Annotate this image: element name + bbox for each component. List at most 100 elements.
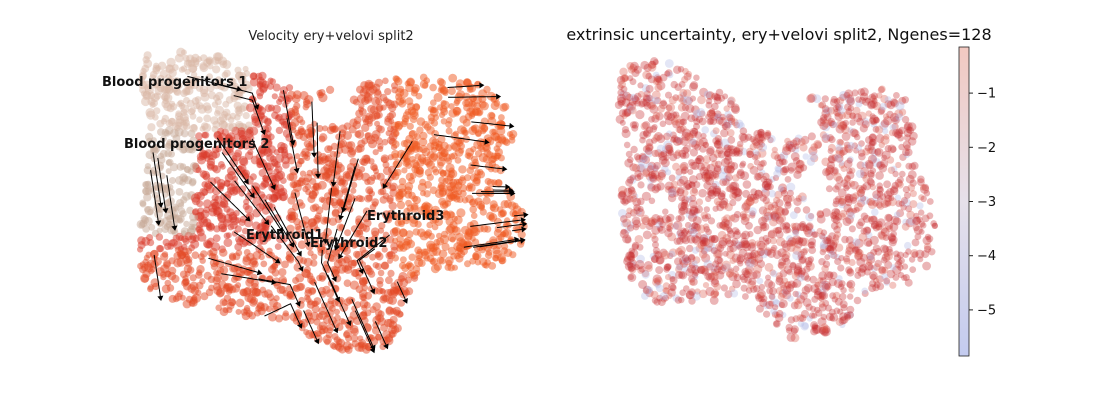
cell-point [676,237,684,245]
cell-point [651,124,658,130]
cell-point [475,150,483,158]
cell-point [304,154,311,161]
cell-point [235,249,243,257]
cell-point [179,294,186,301]
cell-point [242,203,250,210]
cell-point [342,171,351,179]
cell-point [279,90,288,99]
cell-point [884,213,893,222]
cell-point [453,192,461,200]
cell-point [630,145,638,154]
cell-point [794,298,801,305]
cell-point [223,232,231,240]
cell-point [174,246,181,254]
cell-point [223,294,232,302]
cell-point [721,223,728,230]
cell-point [872,244,881,253]
stream-arrowhead [298,266,304,272]
cell-point [459,115,468,124]
streamline [157,157,166,209]
streamline [340,210,368,256]
cell-point [436,157,446,167]
right-plot-title: extrinsic uncertainty, ery+velovi split2… [566,25,991,44]
cell-point [698,188,707,198]
streamline [448,96,497,98]
cell-point [892,274,900,281]
cell-point [201,131,208,139]
cell-point [225,283,234,292]
cell-point [163,223,171,231]
cell-point [665,216,672,223]
cell-point [360,81,369,90]
cell-point [356,144,365,153]
cell-point [393,309,401,317]
cell-point [772,250,782,260]
cell-point [375,333,382,341]
cell-point [636,164,645,173]
cell-point [232,152,242,162]
streamline [354,310,373,349]
cell-point [331,248,341,258]
streamline [447,84,480,88]
cell-point [409,218,419,228]
cell-point [895,161,902,169]
cell-point [313,318,321,326]
cell-point [142,269,151,278]
cell-point [176,47,186,57]
cell-point [303,128,313,139]
cell-point [161,284,171,294]
cell-point [217,214,227,224]
cell-point [190,80,200,90]
cell-point [170,213,178,220]
cell-point [368,81,376,89]
cell-point [243,269,251,276]
cell-point [353,116,362,125]
cell-point [418,137,428,147]
cell-point [301,268,311,278]
cell-point [413,103,421,111]
cell-point [819,248,826,256]
cell-point [826,239,836,248]
cell-point [370,235,379,243]
cell-point [458,165,467,174]
cell-point [648,171,656,179]
streamline [396,281,406,300]
stream-arrowhead [338,253,344,260]
cell-point [906,210,915,220]
cell-point [143,51,152,60]
cell-point [664,70,671,77]
colorbar: −1 −2 −3 −4 −5 [958,46,996,357]
cell-point [288,232,296,241]
cell-point [810,321,819,330]
cell-point [350,187,357,194]
cell-point [408,253,416,261]
cell-point [225,145,234,154]
cell-point [790,152,800,161]
cell-point [447,87,456,96]
cell-point [693,118,701,126]
cell-point [799,143,808,152]
cell-point [394,122,403,131]
cell-point [663,263,671,271]
cell-point [633,65,642,74]
cell-point [656,182,665,191]
cell-point [171,203,179,211]
cell-point [618,109,627,117]
streamline [233,231,277,262]
cell-point [256,223,266,233]
cell-point [450,152,458,160]
cell-point [670,180,678,189]
cell-point [447,233,457,242]
cell-point [297,157,304,165]
cell-point [294,153,301,160]
cell-point [217,267,225,275]
cell-point [184,86,194,96]
cell-point [190,239,200,249]
streamline [273,207,300,253]
stream-arrowhead [330,181,337,187]
cell-point [431,223,439,231]
cell-point [212,65,221,74]
cell-point [707,217,716,225]
cell-point [230,140,238,147]
cell-point [305,329,315,340]
